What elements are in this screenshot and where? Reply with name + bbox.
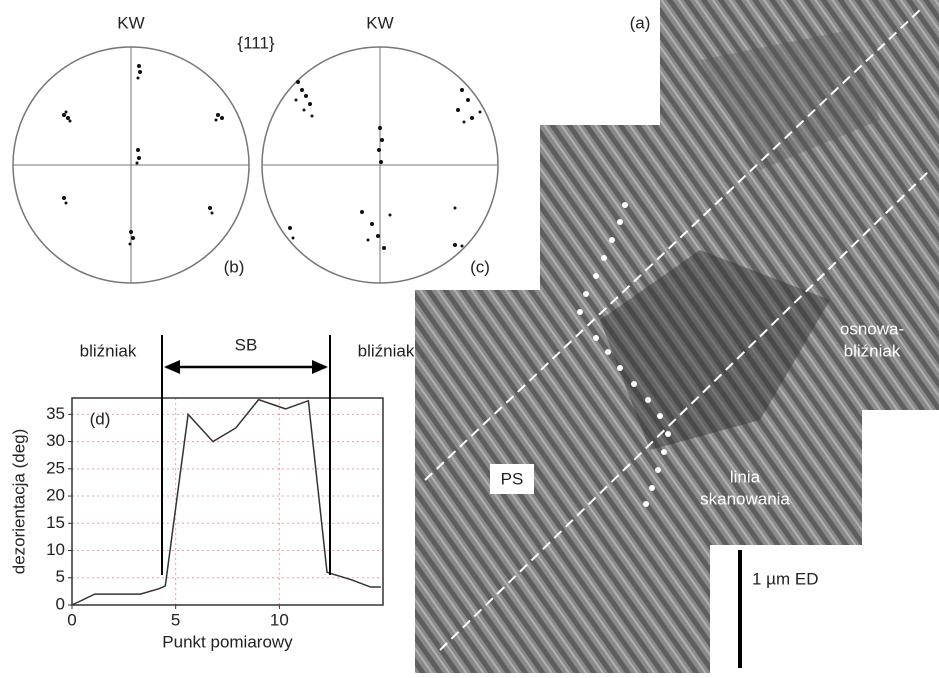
panel-label: (c) xyxy=(470,257,490,276)
scale-bar-label: 1 µm ED xyxy=(752,569,818,588)
y-tick-label: 30 xyxy=(46,431,65,450)
x-axis-label: Punkt pomiarowy xyxy=(162,632,293,651)
y-tick-label: 35 xyxy=(46,404,65,423)
figure: KW KW {111} (b) (c) (a) PS linia skanowa… xyxy=(0,0,939,673)
annotation: SB xyxy=(235,335,258,354)
panel-label: (b) xyxy=(224,257,245,276)
pole-label: KW xyxy=(366,13,393,32)
y-axis-label: dezorientacja (deg) xyxy=(9,429,28,575)
plane-label: {111} xyxy=(237,33,275,52)
y-tick-label: 20 xyxy=(46,486,65,505)
panel-label: (a) xyxy=(630,13,651,32)
misorientation-chart: 0 5 10 15 20 25 30 35 0 5 10 bliźniak SB bliźniak (d) P… xyxy=(9,335,414,651)
arrow-head xyxy=(164,360,180,374)
ps-label: PS xyxy=(501,469,524,488)
arrow-head xyxy=(312,360,328,374)
panel-label: (d) xyxy=(90,409,111,428)
annotation: bliźniak xyxy=(358,341,415,360)
pole-figure-right xyxy=(262,47,498,283)
pole-figure-left xyxy=(13,47,249,283)
y-tick-label: 25 xyxy=(46,458,65,477)
plot-area xyxy=(72,398,383,605)
matrix-twin-label: osnowa- xyxy=(840,319,904,338)
pole-label: KW xyxy=(117,13,144,32)
y-tick-label: 15 xyxy=(46,513,65,532)
scan-line-label: linia xyxy=(730,467,761,486)
y-tick-label: 5 xyxy=(56,567,65,586)
x-tick-label: 5 xyxy=(171,610,180,629)
matrix-twin-label: bliźniak xyxy=(844,341,901,360)
scan-line-label: skanowania xyxy=(700,489,790,508)
x-tick-label: 10 xyxy=(270,610,289,629)
y-tick-label: 0 xyxy=(56,594,65,613)
x-tick-label: 0 xyxy=(67,610,76,629)
annotation: bliźniak xyxy=(80,341,137,360)
y-tick-label: 10 xyxy=(46,540,65,559)
